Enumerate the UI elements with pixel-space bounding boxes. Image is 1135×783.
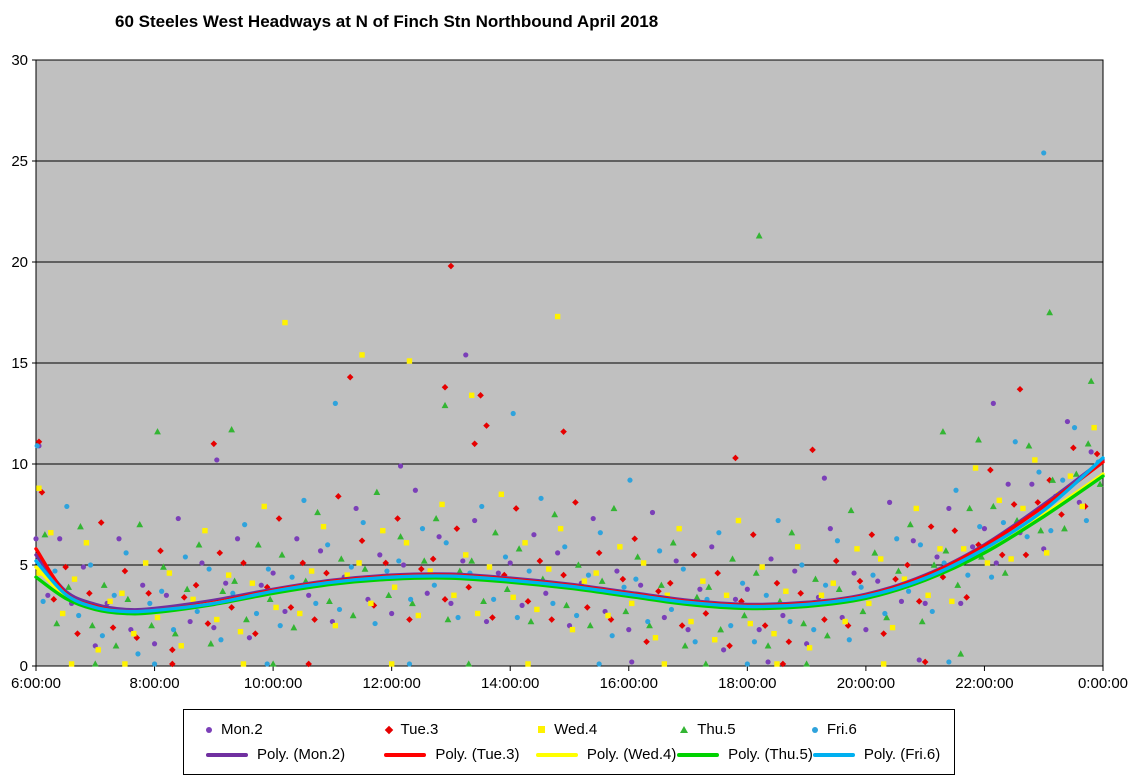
legend-label: Tue.3 (400, 721, 439, 738)
series-thu-5-points (41, 232, 1104, 667)
legend-label: Poly. (Thu.5) (728, 746, 813, 763)
legend-item-fri-6: Fri.6 (811, 721, 954, 738)
poly-mon-2-line-icon (206, 752, 248, 757)
thu-5-marker-icon (680, 726, 689, 733)
legend-label: Poly. (Mon.2) (257, 746, 346, 763)
x-tick-label: 8:00:00 (130, 675, 180, 692)
wed-4-marker-icon (538, 726, 546, 733)
trend-line-poly-fri-6 (34, 456, 1105, 614)
legend-item-thu-5: Thu.5 (680, 721, 812, 738)
legend-label: Poly. (Wed.4) (586, 746, 677, 763)
legend-row-markers: Mon.2 Tue.3 Wed.4 Thu.5 Fri.6 (184, 721, 954, 738)
legend-item-wed-4: Wed.4 (538, 721, 680, 738)
x-tick-label: 18:00:00 (718, 675, 776, 692)
tue-3-marker-icon (384, 725, 393, 734)
chart-title: 60 Steeles West Headways at N of Finch S… (115, 12, 659, 31)
legend-label: Wed.4 (554, 721, 598, 738)
x-tick-label: 12:00:00 (362, 675, 420, 692)
poly-fri-6-line-icon (812, 752, 855, 757)
legend-item-poly-thu-5: Poly. (Thu.5) (677, 746, 813, 763)
y-tick-label: 20 (11, 254, 28, 271)
poly-thu-5-line-icon (677, 752, 720, 757)
series-fri-6-points (34, 150, 1101, 667)
legend-item-tue-3: Tue.3 (384, 721, 539, 738)
x-tick-label: 0:00:00 (1078, 675, 1128, 692)
legend-row-lines: Poly. (Mon.2) Poly. (Tue.3) Poly. (Wed.4) P… (184, 746, 954, 763)
y-tick-label: 10 (11, 456, 28, 473)
poly-wed-4-line-icon (535, 752, 578, 757)
x-tick-label: 16:00:00 (600, 675, 658, 692)
legend-item-poly-mon-2: Poly. (Mon.2) (206, 746, 384, 763)
legend-label: Thu.5 (697, 721, 736, 738)
mon-2-marker-icon (206, 726, 212, 733)
series-mon-2-points (33, 352, 1094, 665)
fri-6-marker-icon (811, 726, 818, 733)
legend-item-mon-2: Mon.2 (206, 721, 386, 738)
trend-line-poly-thu-5 (34, 474, 1105, 616)
legend-item-poly-tue-3: Poly. (Tue.3) (384, 746, 536, 763)
y-tick-label: 15 (11, 355, 28, 372)
poly-tue-3-line-icon (384, 752, 427, 757)
chart-legend: Mon.2 Tue.3 Wed.4 Thu.5 Fri.6 Poly. (Mon.2) P… (183, 709, 955, 775)
legend-label: Mon.2 (221, 721, 263, 738)
y-tick-label: 30 (11, 52, 28, 69)
legend-item-poly-fri-6: Poly. (Fri.6) (812, 746, 954, 763)
y-tick-label: 0 (20, 658, 28, 675)
x-tick-label: 6:00:00 (11, 675, 61, 692)
y-tick-label: 5 (20, 557, 28, 574)
legend-label: Fri.6 (826, 721, 857, 738)
legend-label: Poly. (Tue.3) (435, 746, 520, 763)
x-tick-label: 22:00:00 (955, 675, 1013, 692)
x-tick-label: 14:00:00 (481, 675, 539, 692)
legend-item-poly-wed-4: Poly. (Wed.4) (535, 746, 677, 763)
x-tick-label: 10:00:00 (244, 675, 302, 692)
x-tick-label: 20:00:00 (837, 675, 895, 692)
y-tick-label: 25 (11, 153, 28, 170)
legend-label: Poly. (Fri.6) (863, 746, 941, 763)
series-wed-4-points (36, 313, 1097, 667)
